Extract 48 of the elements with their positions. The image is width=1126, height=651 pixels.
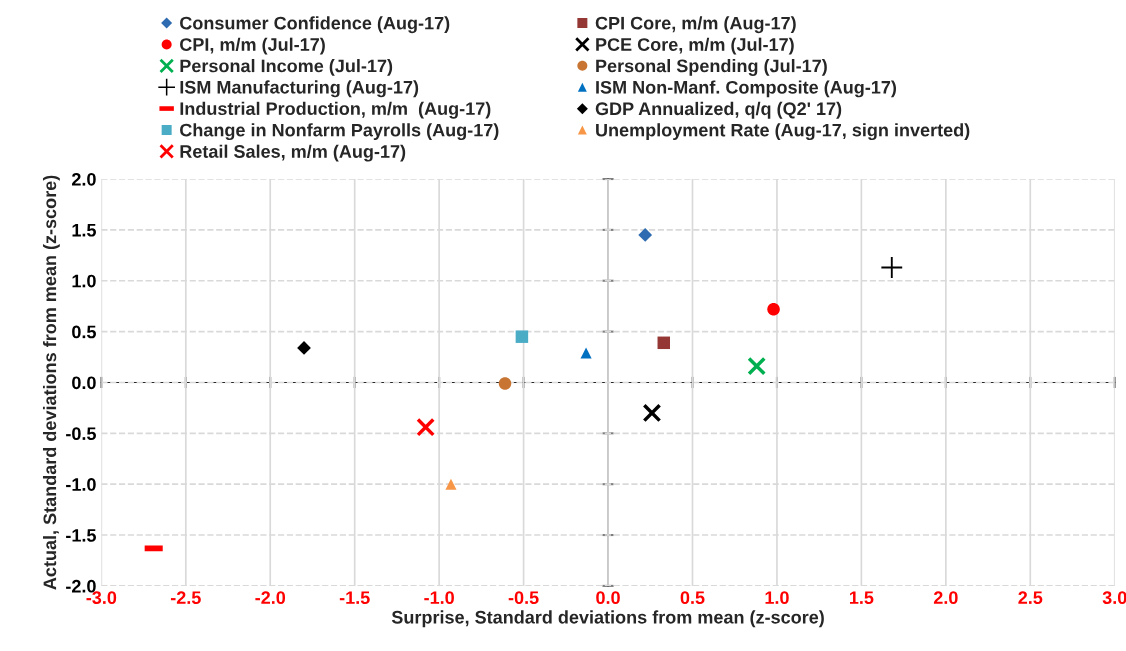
point [657, 336, 671, 350]
x-tick-label: -1.5 [339, 591, 370, 605]
point [580, 347, 592, 359]
legend-label: Personal Income (Jul-17) [180, 59, 393, 76]
legend-label: Retail Sales, m/m (Aug-17) [180, 144, 406, 162]
x-tick-label: -1.0 [424, 591, 454, 605]
legend-label: CPI Core, m/m (Aug-17) [595, 16, 796, 34]
point [747, 356, 767, 376]
point [498, 377, 512, 390]
x-tick-label: -2.5 [170, 591, 201, 605]
x-tick-label: 3.0 [1102, 591, 1126, 605]
legend-label: ISM Manufacturing (Aug-17) [180, 80, 419, 98]
y-tick-label: -1.5 [66, 529, 96, 542]
x-tick-label: 1.0 [765, 591, 789, 605]
x-tick-label: -2.0 [255, 591, 286, 605]
point [638, 228, 653, 242]
legend-label: Change in Nonfarm Payrolls (Aug-17) [180, 123, 499, 141]
legend-label: Unemployment Rate (Aug-17, sign inverted) [596, 123, 970, 141]
y-tick-label: 0.0 [72, 376, 96, 390]
x-axis-title: Surprise, Standard deviations from mean (z-score) [391, 610, 824, 628]
x-tick-label: 2.5 [1018, 591, 1043, 605]
legend-label: CPI, m/m (Jul-17) [180, 37, 325, 55]
x-tick-label: -3.0 [86, 591, 117, 605]
point [416, 417, 436, 437]
x-tick-label: 0.5 [680, 591, 705, 605]
point [767, 302, 780, 316]
point [515, 330, 529, 343]
legend-label: Industrial Production, m/m (Aug-17) [180, 101, 491, 119]
y-tick-label: -0.5 [66, 427, 96, 441]
legend-label: GDP Annualized, q/q (Q2' 17) [595, 101, 842, 119]
x-tick-label: 1.5 [849, 591, 874, 605]
x-tick-label: 0.0 [596, 591, 620, 605]
legend-label: Personal Spending (Jul-17) [596, 59, 827, 76]
x-tick-label: -0.5 [508, 591, 539, 605]
y-tick-label: 2.0 [72, 172, 96, 186]
y-tick-label: 1.5 [72, 224, 96, 237]
y-tick-label: 0.5 [72, 325, 96, 339]
y-axis-title: Actual, Standard deviations from mean (z-score) [42, 175, 60, 590]
point [445, 478, 457, 490]
y-tick-label: -2.0 [66, 579, 96, 593]
legend-label: PCE Core, m/m (Jul-17) [596, 37, 794, 55]
point [642, 403, 662, 423]
legend-label: Consumer Confidence (Aug-17) [180, 16, 450, 34]
point [297, 341, 311, 355]
y-tick-label: -1.0 [66, 478, 96, 491]
y-tick-label: 1.0 [72, 274, 96, 288]
x-tick-label: 2.0 [933, 591, 958, 605]
legend-label: ISM Non-Manf. Composite (Aug-17) [596, 80, 897, 98]
